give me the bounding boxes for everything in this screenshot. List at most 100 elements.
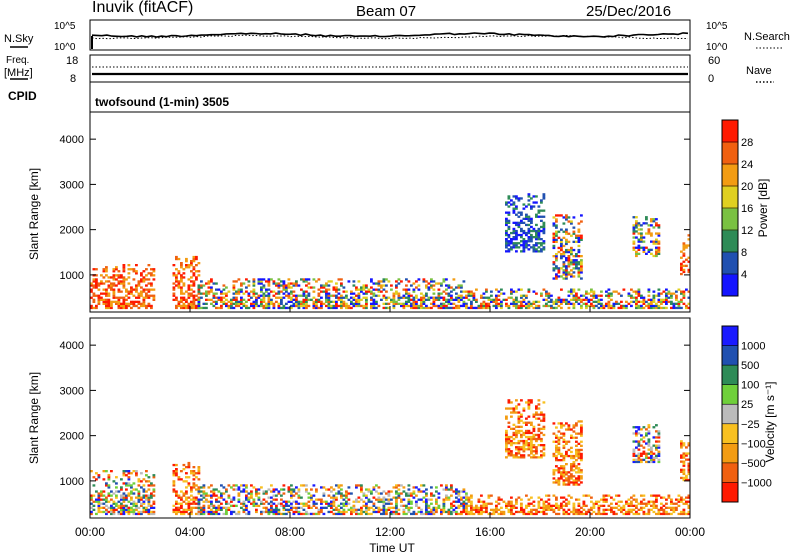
power-cell	[542, 215, 546, 218]
power-cell	[187, 288, 191, 291]
power-cell	[645, 216, 648, 219]
power-cell	[142, 278, 146, 281]
velocity-cell	[122, 506, 126, 509]
velocity-cell	[105, 504, 108, 507]
velocity-cell	[632, 452, 636, 455]
velocity-cell	[570, 454, 573, 458]
power-cell	[135, 270, 138, 273]
velocity-cell	[290, 504, 293, 507]
velocity-cell	[102, 494, 106, 497]
velocity-cell	[577, 471, 581, 474]
velocity-x-tick-label: 16:00	[475, 525, 505, 539]
power-cell	[572, 248, 576, 252]
power-cell	[410, 284, 413, 287]
power-cell	[660, 298, 663, 301]
velocity-cell	[187, 512, 191, 516]
velocity-cell	[462, 506, 466, 509]
power-cell	[305, 284, 308, 287]
power-cell	[405, 290, 408, 293]
power-cell	[487, 302, 491, 305]
velocity-cell	[195, 472, 198, 475]
power-cell	[640, 232, 643, 235]
velocity-cell	[515, 425, 518, 428]
power-cell	[492, 300, 496, 303]
velocity-cell	[580, 420, 583, 423]
power-cell	[595, 304, 598, 308]
power-cell	[117, 290, 121, 293]
velocity-cell	[185, 502, 188, 505]
velocity-cell	[145, 494, 148, 497]
power-cell	[560, 248, 563, 252]
power-cell	[682, 260, 686, 263]
power-cell	[562, 230, 566, 233]
power-cell	[372, 300, 376, 303]
velocity-cell	[352, 510, 356, 514]
power-cell	[495, 296, 498, 299]
beam-title: Beam 07	[356, 3, 416, 20]
power-cell	[300, 288, 303, 291]
velocity-cell	[95, 472, 98, 475]
velocity-cell	[450, 486, 453, 489]
power-cell	[542, 288, 546, 291]
velocity-cell	[430, 508, 433, 511]
power-cell	[252, 290, 256, 293]
power-cell	[212, 300, 216, 303]
power-cell	[175, 274, 178, 277]
power-cell	[680, 264, 683, 267]
velocity-cell	[277, 490, 281, 493]
power-cell	[512, 236, 516, 239]
power-cell	[197, 304, 201, 308]
velocity-cell	[462, 488, 466, 491]
velocity-cell	[387, 490, 391, 493]
velocity-cell	[225, 488, 228, 491]
power-cell	[515, 205, 518, 208]
power-cell	[125, 294, 128, 297]
power-cell	[520, 300, 523, 303]
power-cell	[677, 302, 681, 305]
velocity-cell	[657, 436, 661, 439]
velocity-cell	[152, 488, 156, 491]
velocity-cell	[90, 502, 93, 505]
velocity-cell	[530, 510, 533, 514]
power-cell	[555, 275, 558, 278]
velocity-cell	[572, 430, 576, 433]
power-cell	[497, 294, 501, 297]
power-cell	[492, 298, 496, 301]
velocity-cell	[205, 494, 208, 497]
power-cell	[120, 280, 123, 283]
velocity-cell	[522, 439, 526, 443]
velocity-cell	[612, 510, 616, 514]
velocity-cell	[145, 470, 148, 473]
velocity-cell	[520, 504, 523, 507]
power-cell	[472, 306, 476, 310]
velocity-cell	[545, 508, 548, 511]
power-cell	[285, 302, 288, 305]
velocity-cell	[565, 504, 568, 507]
power-cell	[457, 294, 461, 297]
velocity-cell	[140, 486, 143, 489]
velocity-cell	[142, 506, 146, 509]
velocity-cell	[647, 440, 651, 443]
power-cell	[402, 288, 406, 291]
power-cell	[560, 298, 563, 301]
power-cell	[105, 280, 108, 283]
power-cell	[262, 306, 266, 310]
velocity-cell	[297, 510, 301, 514]
velocity-cell	[647, 502, 651, 505]
velocity-cell	[102, 498, 106, 501]
velocity-cell	[202, 496, 206, 499]
power-cell	[260, 282, 263, 285]
velocity-cell	[552, 440, 556, 443]
power-cell	[432, 296, 436, 299]
velocity-cell	[410, 506, 413, 509]
velocity-cell	[145, 498, 148, 501]
power-cell	[132, 304, 136, 308]
velocity-cell	[397, 492, 401, 495]
power-cell	[382, 284, 386, 287]
velocity-cell	[682, 452, 686, 455]
power-cell	[612, 302, 616, 305]
power-cell	[412, 298, 416, 301]
power-cell	[190, 270, 193, 273]
velocity-cell	[557, 440, 561, 443]
velocity-cell	[567, 479, 571, 482]
